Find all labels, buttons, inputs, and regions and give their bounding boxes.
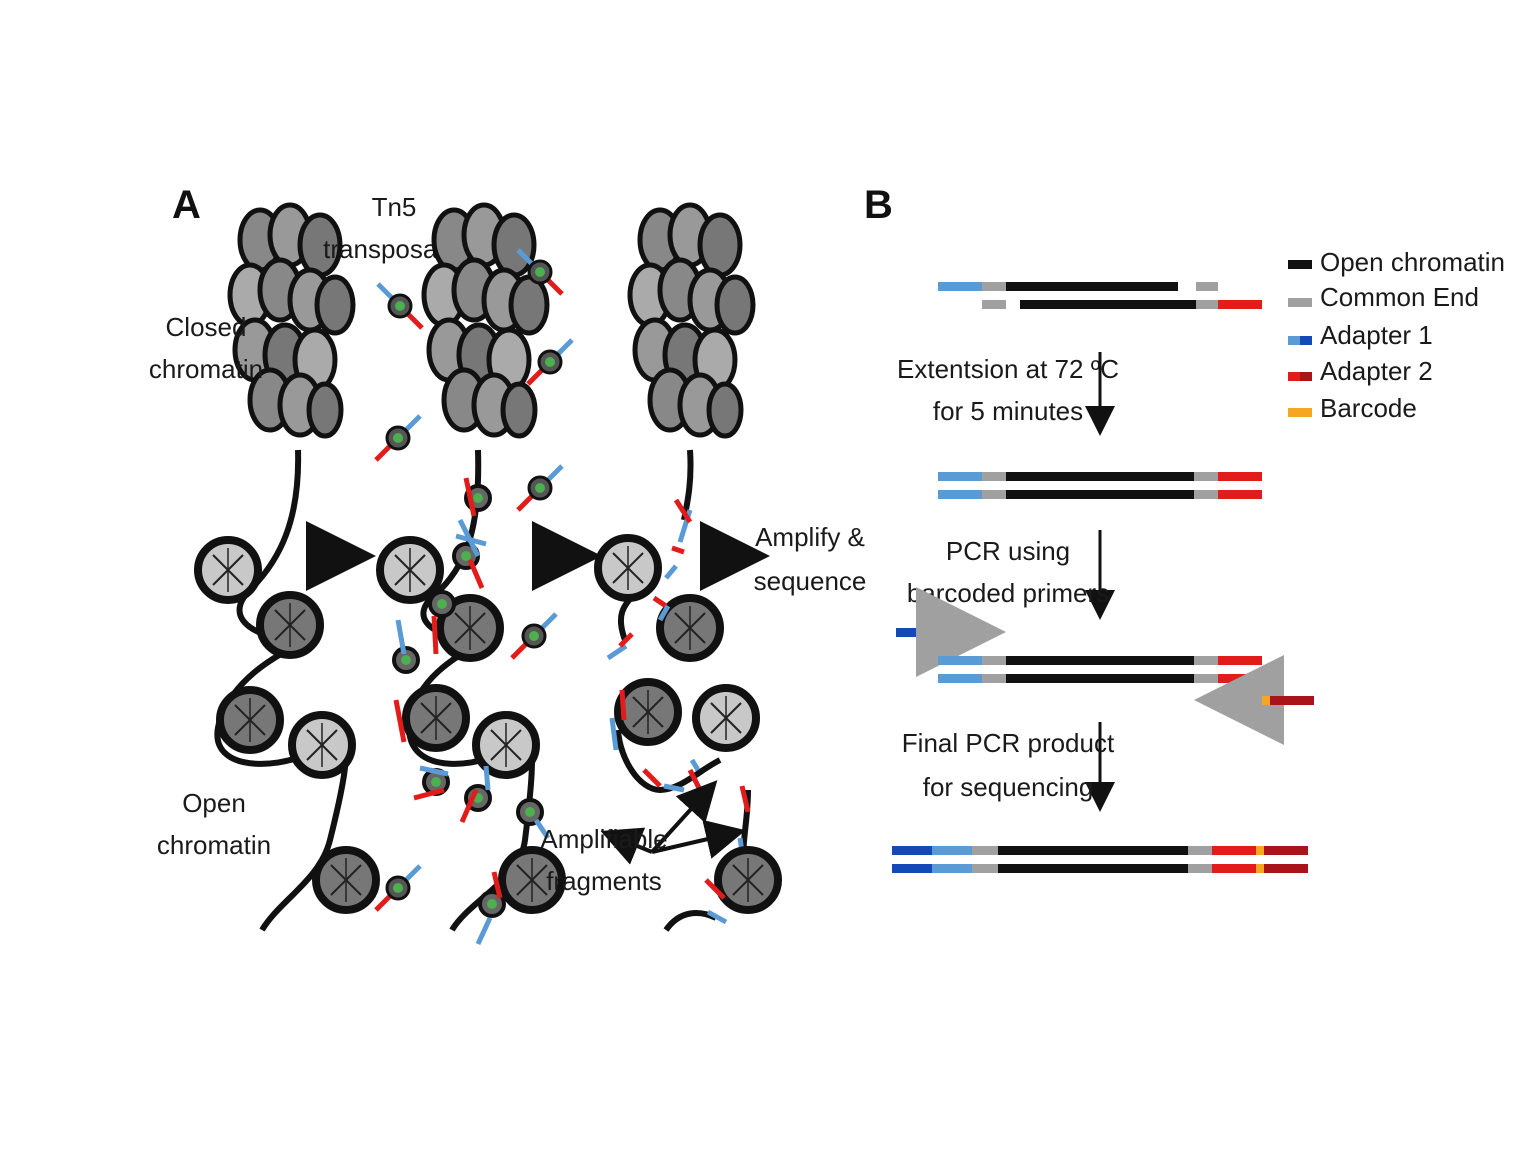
nucleosome: [220, 690, 280, 750]
legend-item-open-chromatin: Open chromatin: [1288, 247, 1505, 277]
free-tn5-icon: [376, 866, 420, 910]
amplifiable-pointer: [650, 780, 718, 854]
bound-tn5-icon: [428, 590, 456, 618]
free-tn5-icon: [528, 340, 572, 384]
amplifiable-label-line1: Amplifiable: [540, 824, 667, 854]
step-2-line1: PCR using: [946, 536, 1070, 566]
free-tn5-icon: [512, 614, 556, 658]
legend-label: Adapter 2: [1320, 356, 1433, 386]
panel-a-letter: A: [172, 183, 201, 227]
nucleosome: [260, 595, 320, 655]
open-chromatin-label-line2: chromatin: [157, 830, 271, 860]
nucleosome: [198, 540, 258, 600]
amplify-label-line1: Amplify &: [755, 522, 865, 552]
chromatin-stage-1: Closed chromatin Open chromatin: [149, 205, 376, 932]
closed-chromatin-label-line2: chromatin: [149, 354, 263, 384]
chromatin-stage-2: Tn5 transposase: [323, 192, 572, 946]
free-tn5-icon: [376, 416, 420, 460]
legend: Open chromatin Common End Adapter 1 Adap…: [1288, 247, 1505, 423]
dna-stage-2: [938, 472, 1262, 499]
legend-item-common-end: Common End: [1288, 282, 1479, 312]
legend-label: Barcode: [1320, 393, 1417, 423]
step-1-line2: for 5 minutes: [933, 396, 1083, 426]
nucleosome: [618, 682, 678, 742]
closed-chromatin-label-line1: Closed: [166, 312, 247, 342]
nucleosome: [718, 850, 778, 910]
legend-label: Common End: [1320, 282, 1479, 312]
legend-label: Adapter 1: [1320, 320, 1433, 350]
chromatin-stage-3: Amplifiable fragments: [540, 205, 778, 932]
legend-item-adapter-1: Adapter 1: [1288, 320, 1433, 350]
amplifiable-label-line2: fragments: [546, 866, 662, 896]
primer-1: [896, 628, 936, 637]
panel-b: B Extentsion at 72 ºC for 5 minutes: [864, 183, 1505, 873]
step-1-line1: Extentsion at 72 ºC: [897, 354, 1119, 384]
nucleosome: [598, 538, 658, 598]
nucleosome: [696, 688, 756, 748]
nucleosome: [406, 688, 466, 748]
open-chromatin-label-line1: Open: [182, 788, 246, 818]
free-tn5-icon: [518, 466, 562, 510]
tn5-label-line1: Tn5: [372, 192, 417, 222]
legend-item-barcode: Barcode: [1288, 393, 1417, 423]
panel-a: A Closed chromatin Open chromatin Tn5 tr…: [149, 183, 867, 946]
dna-stage-1: [938, 282, 1262, 309]
nucleosome: [292, 715, 352, 775]
legend-item-adapter-2: Adapter 2: [1288, 356, 1433, 386]
panel-b-letter: B: [864, 183, 893, 227]
amplifiable-pointer: [651, 819, 746, 859]
legend-label: Open chromatin: [1320, 247, 1505, 277]
closed-chromatin-cluster-2: [424, 205, 547, 436]
step-2-line2: barcoded primers: [907, 578, 1109, 608]
nucleosome: [476, 715, 536, 775]
step-3-line2: for sequencing: [923, 772, 1094, 802]
dna-stage-3: [896, 587, 1314, 745]
nucleosome: [380, 540, 440, 600]
step-3-line1: Final PCR product: [902, 728, 1115, 758]
closed-chromatin-cluster-3: [630, 205, 753, 436]
nucleosome: [316, 850, 376, 910]
dna-stage-4: [892, 846, 1308, 873]
amplify-label-line2: sequence: [754, 566, 867, 596]
free-tn5-icon: [378, 284, 422, 328]
amplifiable-pointer: [600, 827, 653, 865]
